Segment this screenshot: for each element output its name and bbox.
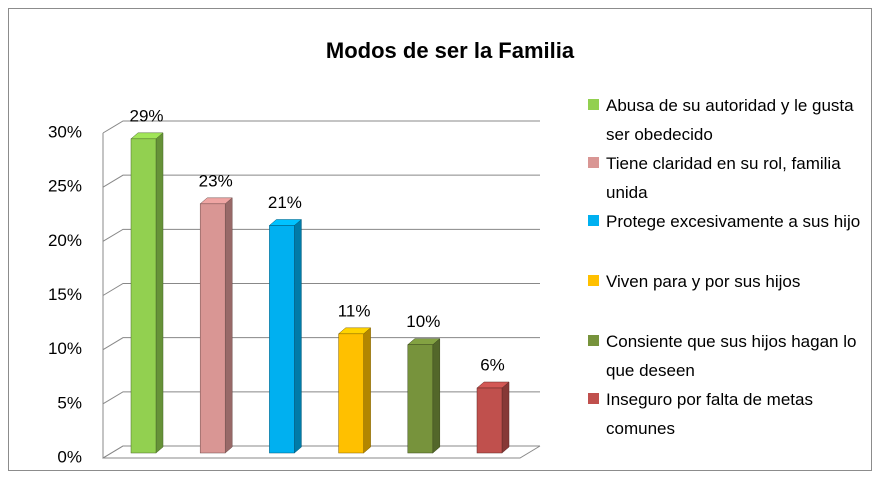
bar <box>338 333 364 454</box>
legend-entry: Inseguro por falta de metas comunes <box>588 385 866 443</box>
bar-side <box>432 338 441 454</box>
legend-label: Inseguro por falta de metas comunes <box>606 390 813 438</box>
legend-label: Viven para y por sus hijos <box>606 272 801 291</box>
y-tick-label: 15% <box>48 285 82 304</box>
grid-line <box>102 391 540 405</box>
legend-swatch <box>588 393 599 404</box>
chart-title: Modos de ser la Familia <box>326 38 575 63</box>
legend-swatch <box>588 157 599 168</box>
y-tick-label: 20% <box>48 231 82 250</box>
grid-line <box>102 283 540 296</box>
bar <box>199 203 226 454</box>
bar <box>407 344 434 454</box>
value-label: 10% <box>406 312 440 331</box>
grid-line <box>102 120 540 134</box>
grid-line <box>102 174 540 188</box>
legend-entry: Abusa de su autoridad y le gusta ser obe… <box>588 91 866 149</box>
grid-line <box>102 445 540 459</box>
legend-swatch <box>588 99 599 110</box>
y-tick-label: 30% <box>48 122 82 141</box>
value-label: 21% <box>268 193 302 212</box>
bar-side <box>294 218 302 454</box>
y-tick-label: 10% <box>48 339 82 358</box>
grid-line <box>102 228 540 242</box>
legend-swatch <box>588 335 599 346</box>
legend-label: Protege excesivamente a sus hijo <box>606 212 861 231</box>
bar-side <box>501 381 510 454</box>
legend-entry: Consiente que sus hijos hagan lo que des… <box>588 327 866 385</box>
legend-entry: Protege excesivamente a sus hijo <box>588 207 866 236</box>
bar <box>476 387 503 454</box>
legend-label: Abusa de su autoridad y le gusta ser obe… <box>606 96 854 144</box>
y-tick-label: 25% <box>48 177 82 196</box>
legend-swatch <box>588 215 599 226</box>
y-tick-label: 0% <box>57 447 82 466</box>
value-label: 29% <box>129 106 163 125</box>
bar-side <box>224 197 233 454</box>
legend-entry: Tiene claridad en su rol, familia unida <box>588 149 866 207</box>
bar-side <box>363 327 371 454</box>
legend-entry: Viven para y por sus hijos <box>588 267 866 296</box>
bar <box>130 138 157 454</box>
legend-swatch <box>588 275 599 286</box>
grid-line <box>102 337 540 351</box>
y-tick-label: 5% <box>57 393 82 412</box>
legend-label: Consiente que sus hijos hagan lo que des… <box>606 332 857 380</box>
value-label: 11% <box>338 301 371 320</box>
bar-side <box>155 132 164 454</box>
value-label: 23% <box>199 171 233 190</box>
bar <box>269 225 295 454</box>
value-label: 6% <box>480 355 505 374</box>
floor <box>103 445 541 459</box>
legend-label: Tiene claridad en su rol, familia unida <box>606 154 841 202</box>
